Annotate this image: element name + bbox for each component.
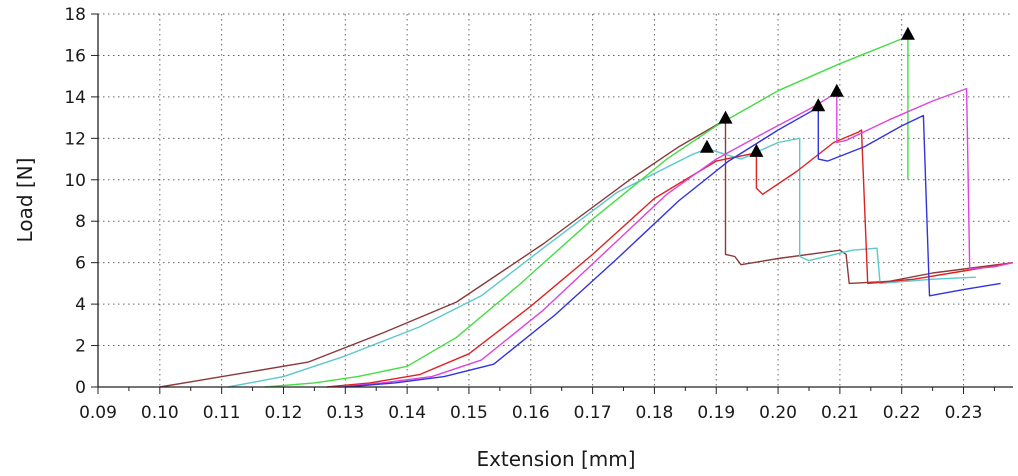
x-tick-label: 0.22 xyxy=(883,403,921,423)
y-tick-label: 6 xyxy=(75,254,86,274)
x-tick-labels: 0.09 0.10 0.11 0.12 0.13 0.14 0.15 0.16 0.17 0.18… xyxy=(79,403,982,423)
x-tick-label: 0.10 xyxy=(141,403,179,423)
x-tick-label: 0.19 xyxy=(697,403,735,423)
failure-marker-1 xyxy=(718,110,733,124)
y-tick-label: 2 xyxy=(75,337,86,357)
x-tick-label: 0.20 xyxy=(759,403,797,423)
series-line-3 xyxy=(264,35,909,388)
y-tick-label: 10 xyxy=(64,171,86,191)
series-line-5 xyxy=(339,87,1014,388)
axes xyxy=(91,13,1013,394)
y-tick-label: 4 xyxy=(75,295,86,315)
series-line-2 xyxy=(227,137,976,388)
series-line-4 xyxy=(326,129,1014,388)
failure-marker-5 xyxy=(829,83,844,97)
failure-marker-4 xyxy=(749,143,764,157)
y-tick-label: 14 xyxy=(64,88,86,108)
failure-marker-3 xyxy=(900,26,915,40)
x-tick-label: 0.09 xyxy=(79,403,117,423)
x-tick-label: 0.23 xyxy=(945,403,983,423)
x-tick-label: 0.14 xyxy=(388,403,426,423)
x-tick-label: 0.18 xyxy=(635,403,673,423)
x-axis-title: Extension [mm] xyxy=(476,447,635,471)
x-tick-label: 0.21 xyxy=(821,403,859,423)
y-tick-label: 12 xyxy=(64,129,86,149)
y-tick-label: 0 xyxy=(75,378,86,398)
y-tick-label: 16 xyxy=(64,46,86,66)
failure-marker-6 xyxy=(811,98,826,112)
series-lines xyxy=(159,35,1014,388)
y-tick-label: 18 xyxy=(64,5,86,25)
failure-marker-2 xyxy=(699,139,714,153)
x-tick-label: 0.12 xyxy=(265,403,303,423)
x-tick-label: 0.16 xyxy=(512,403,550,423)
grid xyxy=(98,13,1013,387)
series-line-6 xyxy=(345,106,1001,388)
y-tick-label: 8 xyxy=(75,212,86,232)
failure-markers xyxy=(699,26,915,157)
y-axis-title: Load [N] xyxy=(13,158,37,243)
y-tick-labels: 0 2 4 6 8 10 12 14 16 18 xyxy=(64,5,86,398)
x-tick-label: 0.13 xyxy=(326,403,364,423)
x-tick-label: 0.11 xyxy=(203,403,241,423)
x-tick-label: 0.15 xyxy=(450,403,488,423)
series-line-1 xyxy=(159,119,1014,388)
x-tick-label: 0.17 xyxy=(574,403,612,423)
